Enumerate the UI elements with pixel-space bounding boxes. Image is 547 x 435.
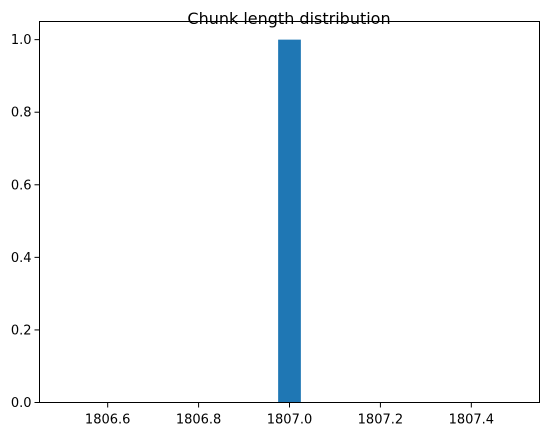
- x-tick-label: 1807.0: [267, 413, 313, 428]
- x-tick-label: 1806.6: [85, 413, 131, 428]
- y-tick-label: 0.4: [11, 251, 32, 266]
- x-tick-label: 1807.2: [358, 413, 404, 428]
- y-tick-label: 0.6: [11, 178, 32, 193]
- bars-group: [278, 39, 301, 403]
- y-tick-label: 0.8: [11, 106, 32, 121]
- y-tick-label: 1.0: [11, 33, 32, 48]
- y-axis: 0.0 0.2 0.4 0.6 0.8 1.0: [11, 33, 40, 411]
- chart-title: Chunk length distribution: [187, 9, 390, 28]
- y-tick-label: 0.0: [11, 396, 32, 411]
- x-tick-label: 1807.4: [449, 413, 495, 428]
- x-axis: 1806.6 1806.8 1807.0 1807.2 1807.4: [85, 402, 495, 428]
- plot-frame: [39, 21, 540, 403]
- histogram-bar: [278, 39, 301, 403]
- x-tick-label: 1806.8: [176, 413, 222, 428]
- y-tick-label: 0.2: [11, 323, 32, 338]
